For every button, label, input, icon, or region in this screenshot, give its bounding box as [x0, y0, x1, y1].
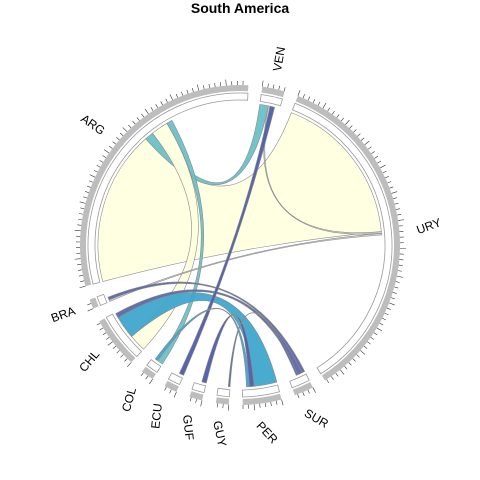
link-bra-sur — [107, 281, 306, 374]
links-layer — [97, 104, 382, 388]
link-ury-bra — [108, 232, 382, 302]
sector-track-col — [146, 359, 162, 373]
sector-track-per — [242, 384, 280, 398]
chart-title: South America — [191, 0, 289, 16]
sector-label-ecu: ECU — [148, 403, 165, 430]
sector-track-sur — [289, 373, 310, 389]
sector-bar-chl — [99, 318, 136, 363]
sector-label-col: COL — [119, 385, 139, 413]
sector-track-chl — [105, 313, 143, 358]
sector-ticks-sur — [297, 387, 316, 399]
link-ecu-ven — [178, 105, 275, 376]
sector-ticks-guy — [216, 403, 230, 411]
sector-ticks-col — [140, 372, 153, 385]
sector-bar-guf — [189, 391, 204, 401]
sector-bar-per — [242, 393, 282, 405]
link-col-per — [154, 307, 250, 388]
sector-label-arg: ARG — [78, 111, 107, 137]
sector-track-guf — [191, 382, 207, 394]
sector-label-guf: GUF — [180, 414, 197, 441]
sector-track-ven — [259, 94, 283, 107]
sector-ticks-chl — [96, 322, 132, 368]
link-guy-sur — [227, 312, 299, 387]
sector-bar-ven — [261, 86, 285, 98]
link-arg-col — [157, 120, 205, 365]
sector-track-guy — [216, 387, 231, 398]
sectors-layer — [74, 79, 406, 411]
sector-label-per: PER — [254, 419, 281, 447]
sector-track-arg — [87, 92, 249, 285]
sector-ticks-ven — [261, 80, 286, 92]
link-chl-sur — [115, 289, 303, 376]
sector-label-ven: VEN — [270, 46, 288, 73]
sector-bar-guy — [215, 397, 230, 405]
sector-bar-sur — [292, 382, 313, 396]
sector-bar-ury — [295, 95, 401, 381]
sector-track-ecu — [167, 372, 183, 386]
sector-ticks-bra — [87, 303, 94, 312]
sector-track-bra — [96, 293, 108, 306]
sector-label-ury: URY — [415, 215, 443, 237]
sector-label-bra: BRA — [49, 304, 77, 326]
sector-bar-ecu — [164, 380, 179, 392]
sector-ticks-guf — [189, 397, 203, 407]
sector-label-chl: CHL — [76, 347, 102, 375]
sector-bar-col — [141, 366, 156, 380]
link-arg-ury — [97, 112, 382, 282]
sector-bar-bra — [89, 297, 99, 309]
sector-label-guy: GUY — [210, 419, 229, 447]
sector-ticks-arg — [74, 79, 244, 289]
link-ury-ven — [263, 105, 382, 235]
sector-ticks-ecu — [164, 386, 177, 398]
sector-ticks-per — [242, 399, 284, 411]
sector-label-sur: SUR — [302, 406, 331, 431]
sector-track-ury — [291, 102, 393, 375]
sector-ticks-ury — [297, 90, 406, 384]
